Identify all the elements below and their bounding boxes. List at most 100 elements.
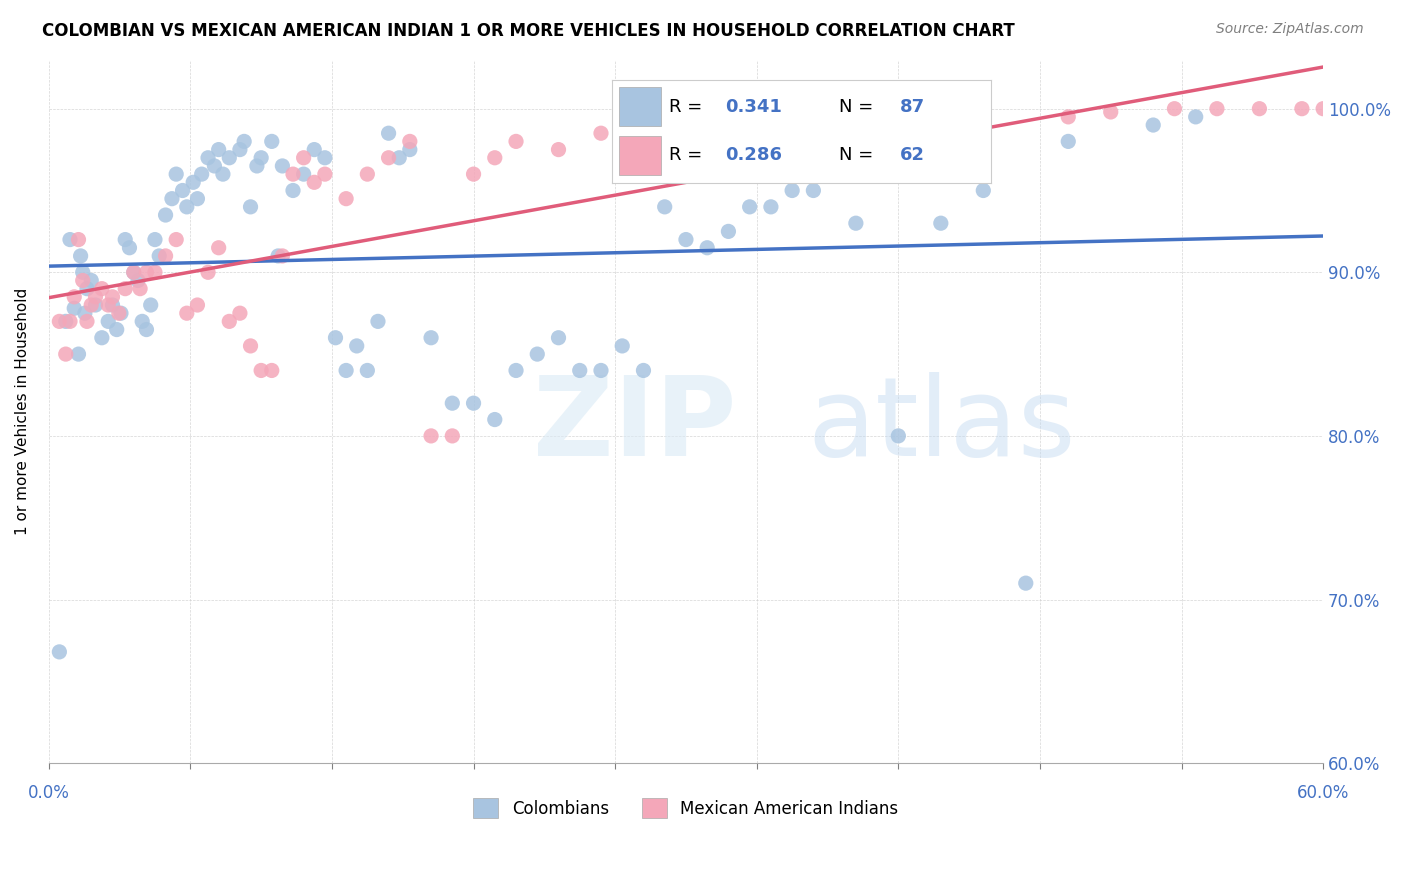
Point [67, 233, 90, 247]
Point [160, 192, 183, 206]
Point [110, 306, 132, 320]
Point [803, 184, 825, 198]
Point [335, 363, 357, 377]
Point [129, 282, 152, 296]
Point [866, 167, 889, 181]
Point [845, 105, 868, 120]
Bar [619, 87, 661, 127]
Point [208, 143, 231, 157]
Point [526, 347, 548, 361]
Point [260, 363, 283, 377]
Point [212, 167, 235, 181]
Point [218, 151, 240, 165]
Point [208, 241, 231, 255]
Text: 62: 62 [900, 146, 925, 164]
Point [114, 233, 136, 247]
Point [271, 249, 294, 263]
Point [441, 396, 464, 410]
Point [1354, 102, 1376, 116]
Point [292, 167, 315, 181]
Point [759, 200, 782, 214]
Point [1333, 102, 1355, 116]
Point [131, 314, 153, 328]
Point [803, 102, 825, 116]
Point [143, 233, 166, 247]
Point [547, 143, 569, 157]
Point [484, 151, 506, 165]
Point [101, 290, 124, 304]
Text: N =: N = [839, 98, 879, 116]
Point [589, 126, 612, 140]
Point [633, 363, 655, 377]
Point [589, 363, 612, 377]
Point [239, 200, 262, 214]
Point [1099, 105, 1122, 120]
Point [356, 363, 378, 377]
Point [76, 314, 98, 328]
Point [292, 151, 315, 165]
Point [1163, 102, 1185, 116]
Point [84, 298, 107, 312]
Point [377, 126, 399, 140]
Point [229, 143, 252, 157]
Point [441, 429, 464, 443]
Point [67, 347, 90, 361]
Point [484, 412, 506, 426]
Point [190, 167, 212, 181]
Point [143, 265, 166, 279]
Text: R =: R = [669, 146, 707, 164]
Point [281, 184, 304, 198]
Text: Source: ZipAtlas.com: Source: ZipAtlas.com [1216, 22, 1364, 37]
Point [105, 322, 128, 336]
Point [155, 208, 177, 222]
Point [233, 135, 256, 149]
Point [887, 102, 910, 116]
Point [250, 151, 273, 165]
Point [80, 298, 103, 312]
Point [1291, 102, 1313, 116]
Point [90, 282, 112, 296]
Text: COLOMBIAN VS MEXICAN AMERICAN INDIAN 1 OR MORE VEHICLES IN HOUSEHOLD CORRELATION: COLOMBIAN VS MEXICAN AMERICAN INDIAN 1 O… [42, 22, 1015, 40]
Point [218, 314, 240, 328]
Text: 87: 87 [900, 98, 925, 116]
Point [135, 322, 157, 336]
Point [367, 314, 389, 328]
Point [1312, 102, 1334, 116]
Point [165, 233, 187, 247]
Point [186, 298, 208, 312]
Point [824, 167, 846, 181]
Point [176, 306, 198, 320]
Point [633, 118, 655, 132]
Point [108, 306, 131, 320]
Point [72, 273, 94, 287]
Point [568, 363, 591, 377]
Point [48, 314, 70, 328]
Point [929, 216, 952, 230]
Point [845, 216, 868, 230]
Point [122, 265, 145, 279]
Text: atlas: atlas [807, 372, 1076, 479]
Point [463, 167, 485, 181]
Point [197, 151, 219, 165]
Point [346, 339, 368, 353]
Point [101, 298, 124, 312]
Point [186, 192, 208, 206]
Point [260, 135, 283, 149]
Point [80, 273, 103, 287]
Point [69, 249, 91, 263]
Point [139, 298, 162, 312]
Point [547, 331, 569, 345]
Point [1184, 110, 1206, 124]
Point [1057, 135, 1080, 149]
Point [122, 265, 145, 279]
Point [738, 200, 761, 214]
Point [675, 233, 697, 247]
Text: 0.0%: 0.0% [28, 784, 70, 803]
Text: 0.286: 0.286 [725, 146, 783, 164]
Point [59, 233, 82, 247]
Point [696, 241, 718, 255]
Point [90, 331, 112, 345]
Point [63, 290, 86, 304]
Point [654, 200, 676, 214]
Legend: Colombians, Mexican American Indians: Colombians, Mexican American Indians [467, 791, 905, 825]
